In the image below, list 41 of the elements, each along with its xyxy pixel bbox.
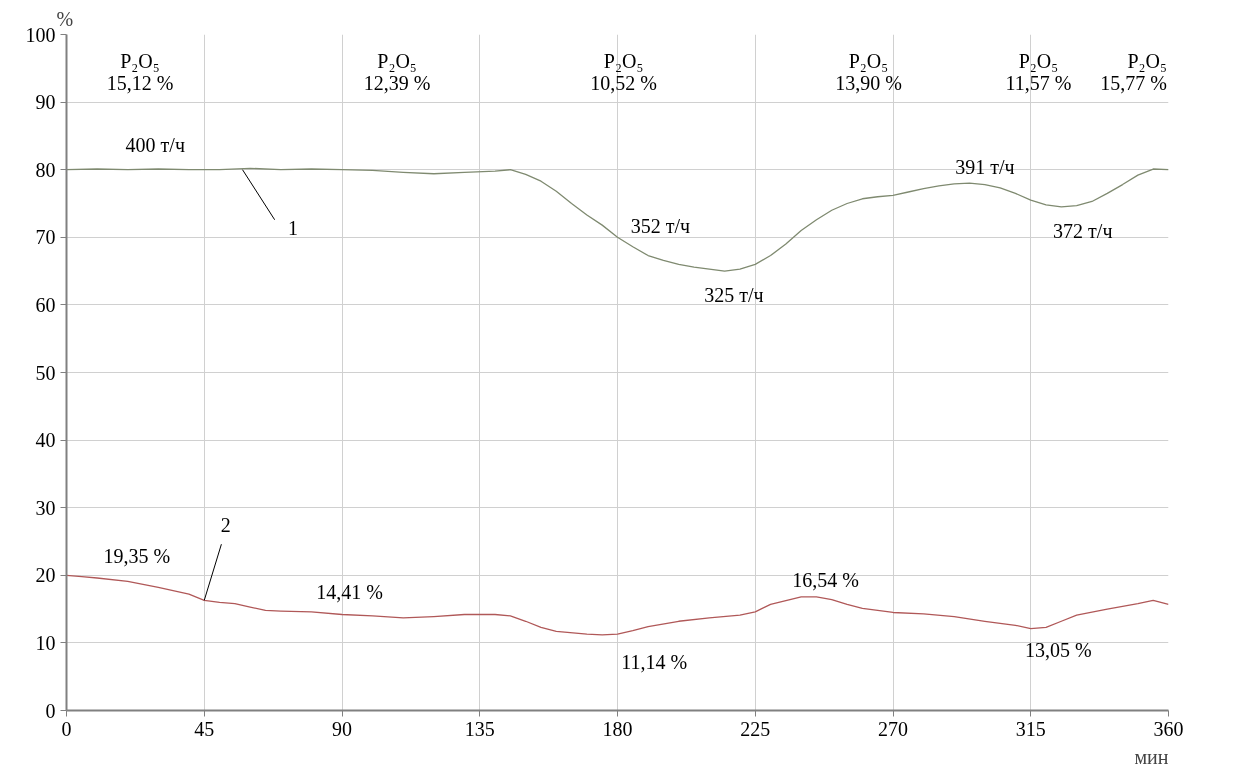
x-tick-label: 90 <box>332 717 352 740</box>
x-tick-label: 315 <box>1015 717 1046 740</box>
x-tick-label: 135 <box>464 717 495 740</box>
annotation: P₂O₅ 15,77 % <box>1100 49 1167 94</box>
y-tick-label: 80 <box>35 158 56 181</box>
annotation: 352 т/ч <box>630 214 691 237</box>
y-tick-label: 30 <box>35 496 56 519</box>
x-axis-title: мин <box>1134 745 1169 768</box>
x-tick-label: 0 <box>61 717 72 740</box>
x-tick-label: 180 <box>602 717 633 740</box>
y-tick-label: 0 <box>45 699 56 722</box>
annotation: P₂O₅ 13,90 % <box>835 49 902 94</box>
annotation: 14,41 % <box>316 581 383 604</box>
annotation: 391 т/ч <box>955 156 1015 178</box>
x-tick-label: 45 <box>194 717 215 740</box>
annotation: P₂O₅ 15,12 % <box>106 49 174 94</box>
x-tick-label: 225 <box>740 717 771 740</box>
annotation: P₂O₅ 11,57 % <box>1005 49 1072 94</box>
y-tick-label: 40 <box>35 429 56 452</box>
annotation: 16,54 % <box>792 569 859 592</box>
x-tick-label: 360 <box>1153 717 1184 740</box>
y-tick-label: 20 <box>35 564 56 587</box>
x-tick-label: 270 <box>878 717 908 740</box>
y-axis-title: % <box>56 7 74 30</box>
y-tick-label: 70 <box>35 226 56 249</box>
annotation: 372 т/ч <box>1053 220 1113 243</box>
annotation: 325 т/ч <box>704 284 764 307</box>
y-tick-label: 90 <box>35 91 56 114</box>
annotation: 400 т/ч <box>125 134 185 157</box>
annotation: P₂O₅ 12,39 % <box>363 49 431 94</box>
y-tick-label: 60 <box>35 293 56 316</box>
annotation: 1 <box>288 216 299 239</box>
y-tick-label: 100 <box>25 23 56 46</box>
y-tick-label: 10 <box>35 631 56 654</box>
annotation: 19,35 % <box>103 545 171 568</box>
annotation: 13,05 % <box>1024 638 1092 661</box>
annotation: P₂O₅ 10,52 % <box>590 49 657 94</box>
line-series <box>66 574 1169 636</box>
y-tick-label: 50 <box>35 361 56 384</box>
annotation: 11,14 % <box>621 650 688 673</box>
annotation: 2 <box>220 514 231 537</box>
